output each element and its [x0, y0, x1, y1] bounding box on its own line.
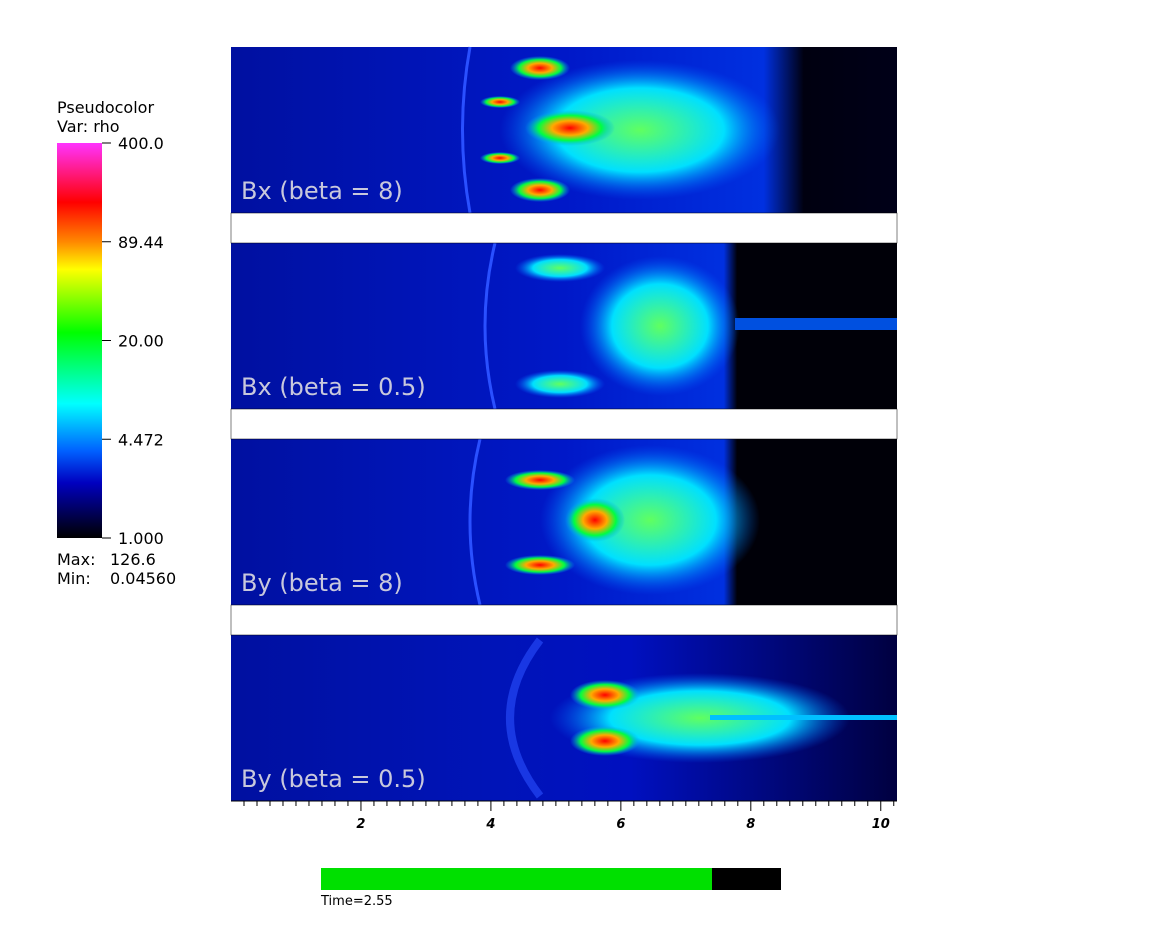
- x-tick-label: 10: [872, 817, 890, 832]
- panel-label: Bx (beta = 8): [241, 177, 403, 205]
- panel-image: [231, 635, 897, 801]
- legend-title: Pseudocolor: [57, 98, 154, 117]
- colorbar-tick-label: 1.000: [118, 529, 164, 548]
- colorbar: [57, 143, 102, 538]
- x-tick-label: 6: [616, 817, 625, 832]
- max-value: 126.6: [110, 550, 156, 569]
- colorbar-tick-label: 400.0: [118, 134, 164, 153]
- panel-image: [231, 46, 897, 214]
- colorbar-tick-label: 89.44: [118, 233, 164, 252]
- min-value: 0.04560: [110, 569, 176, 588]
- max-label: Max:: [57, 550, 95, 569]
- panel-label: By (beta = 8): [241, 569, 403, 597]
- x-tick-label: 2: [356, 817, 365, 832]
- time-bar-progress: [321, 868, 712, 890]
- colorbar-tick-label: 4.472: [118, 430, 164, 449]
- panel-label: By (beta = 0.5): [241, 765, 426, 793]
- time-label: Time=2.55: [320, 894, 393, 909]
- panel-label: Bx (beta = 0.5): [241, 373, 426, 401]
- legend-variable: Var: rho: [57, 117, 120, 136]
- min-label: Min:: [57, 569, 91, 588]
- x-tick-label: 4: [485, 817, 495, 832]
- panel-image: [231, 438, 897, 606]
- colorbar-tick-label: 20.00: [118, 332, 164, 351]
- x-tick-label: 8: [746, 817, 755, 832]
- panel-image: [231, 242, 897, 410]
